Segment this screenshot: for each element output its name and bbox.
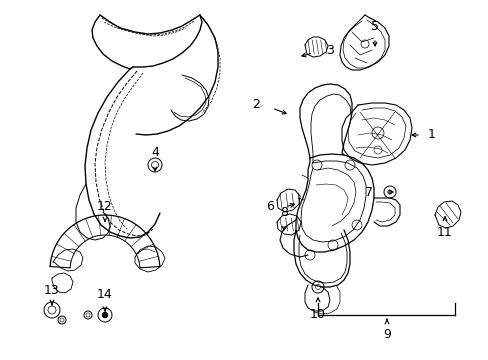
Text: 4: 4 [151,145,159,158]
Text: 14: 14 [97,288,113,302]
Text: 2: 2 [251,99,260,112]
Text: 12: 12 [97,199,113,212]
Text: 10: 10 [309,309,325,321]
Text: 6: 6 [265,201,273,213]
Text: 7: 7 [364,185,372,198]
Text: 3: 3 [325,45,333,58]
Text: 8: 8 [280,207,287,220]
Text: 9: 9 [382,328,390,342]
Circle shape [102,312,107,318]
Text: 5: 5 [370,19,378,32]
Text: 11: 11 [436,225,452,238]
Text: 13: 13 [44,284,60,297]
Text: 1: 1 [427,129,435,141]
